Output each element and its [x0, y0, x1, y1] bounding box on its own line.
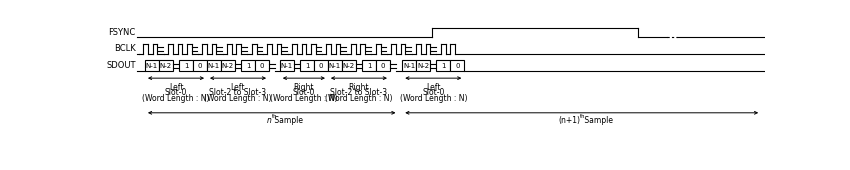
Text: Left: Left — [426, 83, 440, 92]
Text: (Word Length : N): (Word Length : N) — [270, 94, 337, 103]
Text: Left: Left — [169, 83, 184, 92]
Text: N-2: N-2 — [417, 63, 429, 69]
Text: N-1: N-1 — [208, 63, 220, 69]
Text: Slot-0: Slot-0 — [292, 88, 315, 97]
Text: th: th — [272, 114, 277, 118]
Text: (Word Length : N): (Word Length : N) — [400, 94, 467, 103]
Bar — [221, 61, 235, 71]
Text: Left: Left — [230, 83, 246, 92]
Bar — [450, 61, 464, 71]
Bar — [207, 61, 221, 71]
Bar — [241, 61, 255, 71]
Text: N-1: N-1 — [403, 63, 416, 69]
Text: Right: Right — [293, 83, 314, 92]
Text: Right: Right — [348, 83, 369, 92]
Text: 0: 0 — [198, 63, 202, 69]
Text: Sample: Sample — [273, 116, 303, 125]
Bar — [193, 61, 207, 71]
Text: Slot-0: Slot-0 — [165, 88, 187, 97]
Bar — [314, 61, 328, 71]
Text: (Word Length : N): (Word Length : N) — [204, 94, 272, 103]
Text: 0: 0 — [260, 63, 264, 69]
Text: FSYNC: FSYNC — [109, 28, 136, 37]
Bar — [145, 61, 159, 71]
Text: BCLK: BCLK — [114, 44, 136, 53]
Text: Sample: Sample — [581, 116, 613, 125]
Text: N-2: N-2 — [343, 63, 355, 69]
Text: 1: 1 — [304, 63, 309, 69]
Text: Slot-2 to Slot-3: Slot-2 to Slot-3 — [331, 88, 388, 97]
Bar — [179, 61, 193, 71]
Text: (Word Length : N): (Word Length : N) — [326, 94, 393, 103]
Text: th: th — [581, 114, 586, 118]
Bar — [402, 61, 416, 71]
Text: n: n — [267, 116, 272, 125]
Bar — [300, 61, 314, 71]
Bar — [416, 61, 430, 71]
Text: (Word Length : N): (Word Length : N) — [142, 94, 210, 103]
Text: SDOUT: SDOUT — [106, 61, 136, 70]
Bar — [362, 61, 376, 71]
Text: 1: 1 — [441, 63, 445, 69]
Text: N-1: N-1 — [146, 63, 158, 69]
Text: 0: 0 — [319, 63, 323, 69]
Text: 0: 0 — [455, 63, 460, 69]
Bar — [255, 61, 269, 71]
Text: (n+1): (n+1) — [558, 116, 581, 125]
Text: 0: 0 — [381, 63, 385, 69]
Bar — [328, 61, 342, 71]
Text: Slot-2 to Slot-3: Slot-2 to Slot-3 — [209, 88, 267, 97]
Text: Slot-0: Slot-0 — [422, 88, 445, 97]
Text: 1: 1 — [184, 63, 189, 69]
Text: N-2: N-2 — [222, 63, 234, 69]
Bar — [376, 61, 390, 71]
Text: 1: 1 — [366, 63, 371, 69]
Bar — [436, 61, 450, 71]
Text: N-1: N-1 — [329, 63, 341, 69]
Bar — [342, 61, 356, 71]
Text: N-2: N-2 — [160, 63, 172, 69]
Text: N-1: N-1 — [280, 63, 293, 69]
Bar — [159, 61, 173, 71]
Text: 1: 1 — [246, 63, 250, 69]
Bar — [280, 61, 294, 71]
